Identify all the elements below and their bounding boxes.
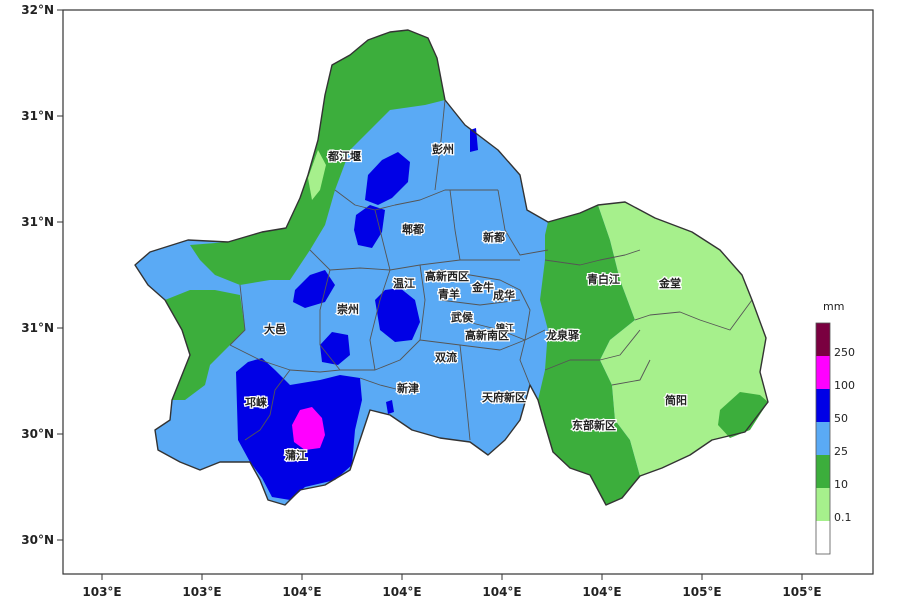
y-tick-label: 30°N xyxy=(21,427,54,441)
label-qingyang: 青羊 xyxy=(438,287,460,301)
y-axis-labels: 32°N 31°N 31°N 31°N 30°N 30°N xyxy=(21,3,54,547)
x-axis xyxy=(101,574,803,580)
label-dongbu: 东部新区 xyxy=(572,418,616,432)
legend: mm 250 100 50 25 10 0.1 xyxy=(815,300,855,555)
zone-blue-xinjin-dot xyxy=(386,400,394,414)
label-xindu: 新都 xyxy=(483,230,505,244)
label-pujiang: 蒲江 xyxy=(285,448,307,462)
label-gaoxin-west: 高新西区 xyxy=(425,269,469,283)
x-axis-labels: 103°E 103°E 104°E 104°E 104°E 104°E 105°… xyxy=(82,585,821,599)
label-chenghua: 成华 xyxy=(493,288,515,302)
zone-blue-chongzhou-north xyxy=(293,270,335,308)
region-outline xyxy=(134,29,769,506)
legend-unit: mm xyxy=(823,300,844,313)
label-qionglai: 邛崃 xyxy=(245,395,267,409)
label-dujiangyan: 都江堰 xyxy=(327,149,361,163)
legend-swatch-0 xyxy=(816,521,830,554)
legend-label-50: 50 xyxy=(834,412,848,425)
label-qingbaijiang: 青白江 xyxy=(587,272,620,286)
zone-green-se xyxy=(718,392,768,438)
y-tick-label: 31°N xyxy=(21,109,54,123)
label-wenjiang: 温江 xyxy=(393,276,415,290)
x-tick-label: 104°E xyxy=(282,585,321,599)
label-jinjiang: 锦江 xyxy=(496,322,514,334)
zone-blue-pixian-west xyxy=(354,205,385,248)
label-chongzhou: 崇州 xyxy=(337,302,359,316)
y-axis xyxy=(57,9,63,541)
district-boundaries xyxy=(229,99,753,441)
legend-label-100: 100 xyxy=(834,379,855,392)
legend-swatch-25 xyxy=(816,422,830,455)
district-labels: 都江堰 彭州 郫都 新都 温江 高新西区 青羊 金牛 成华 崇州 大邑 武侯 锦… xyxy=(244,141,689,464)
legend-swatch-01 xyxy=(816,488,830,521)
legend-swatch-100 xyxy=(816,356,830,389)
label-jintang: 金堂 xyxy=(658,276,681,290)
label-tianfu: 天府新区 xyxy=(482,390,526,404)
y-tick-label: 31°N xyxy=(21,215,54,229)
zone-blue-dujiangyan-east xyxy=(365,152,410,205)
x-tick-label: 104°E xyxy=(482,585,521,599)
label-wuhou: 武侯 xyxy=(451,310,474,324)
x-tick-label: 103°E xyxy=(82,585,121,599)
zone-magenta-pujiang xyxy=(292,407,325,450)
y-tick-label: 30°N xyxy=(21,533,54,547)
label-longquanyi: 龙泉驿 xyxy=(545,328,580,342)
x-tick-label: 104°E xyxy=(382,585,421,599)
legend-swatch-50 xyxy=(816,389,830,422)
legend-label-25: 25 xyxy=(834,445,848,458)
legend-label-10: 10 xyxy=(834,478,848,491)
x-tick-label: 105°E xyxy=(682,585,721,599)
x-tick-label: 105°E xyxy=(782,585,821,599)
y-tick-label: 32°N xyxy=(21,3,54,17)
zone-green-sw xyxy=(165,290,245,400)
legend-label-01: 0.1 xyxy=(834,511,852,524)
label-gaoxin-south: 高新南区 xyxy=(465,328,509,342)
label-jianyang: 简阳 xyxy=(665,393,687,407)
zone-blue-chongzhou-south xyxy=(320,332,350,365)
legend-label-250: 250 xyxy=(834,346,855,359)
legend-frame xyxy=(815,322,831,555)
x-tick-label: 103°E xyxy=(182,585,221,599)
label-pengzhou: 彭州 xyxy=(432,142,454,156)
zone-lightgreen-nw xyxy=(308,150,326,200)
x-tick-label: 104°E xyxy=(582,585,621,599)
legend-swatch-250 xyxy=(816,323,830,356)
label-pixian: 郫都 xyxy=(402,222,424,236)
label-dayi: 大邑 xyxy=(264,322,286,336)
legend-swatch-10 xyxy=(816,455,830,488)
label-xinjin: 新津 xyxy=(397,381,419,395)
label-jinniu: 金牛 xyxy=(471,280,494,294)
y-tick-label: 31°N xyxy=(21,321,54,335)
label-shuangliu: 双流 xyxy=(435,350,457,364)
zone-blue-wenjiang xyxy=(375,288,420,342)
zone-green-east xyxy=(538,205,640,505)
